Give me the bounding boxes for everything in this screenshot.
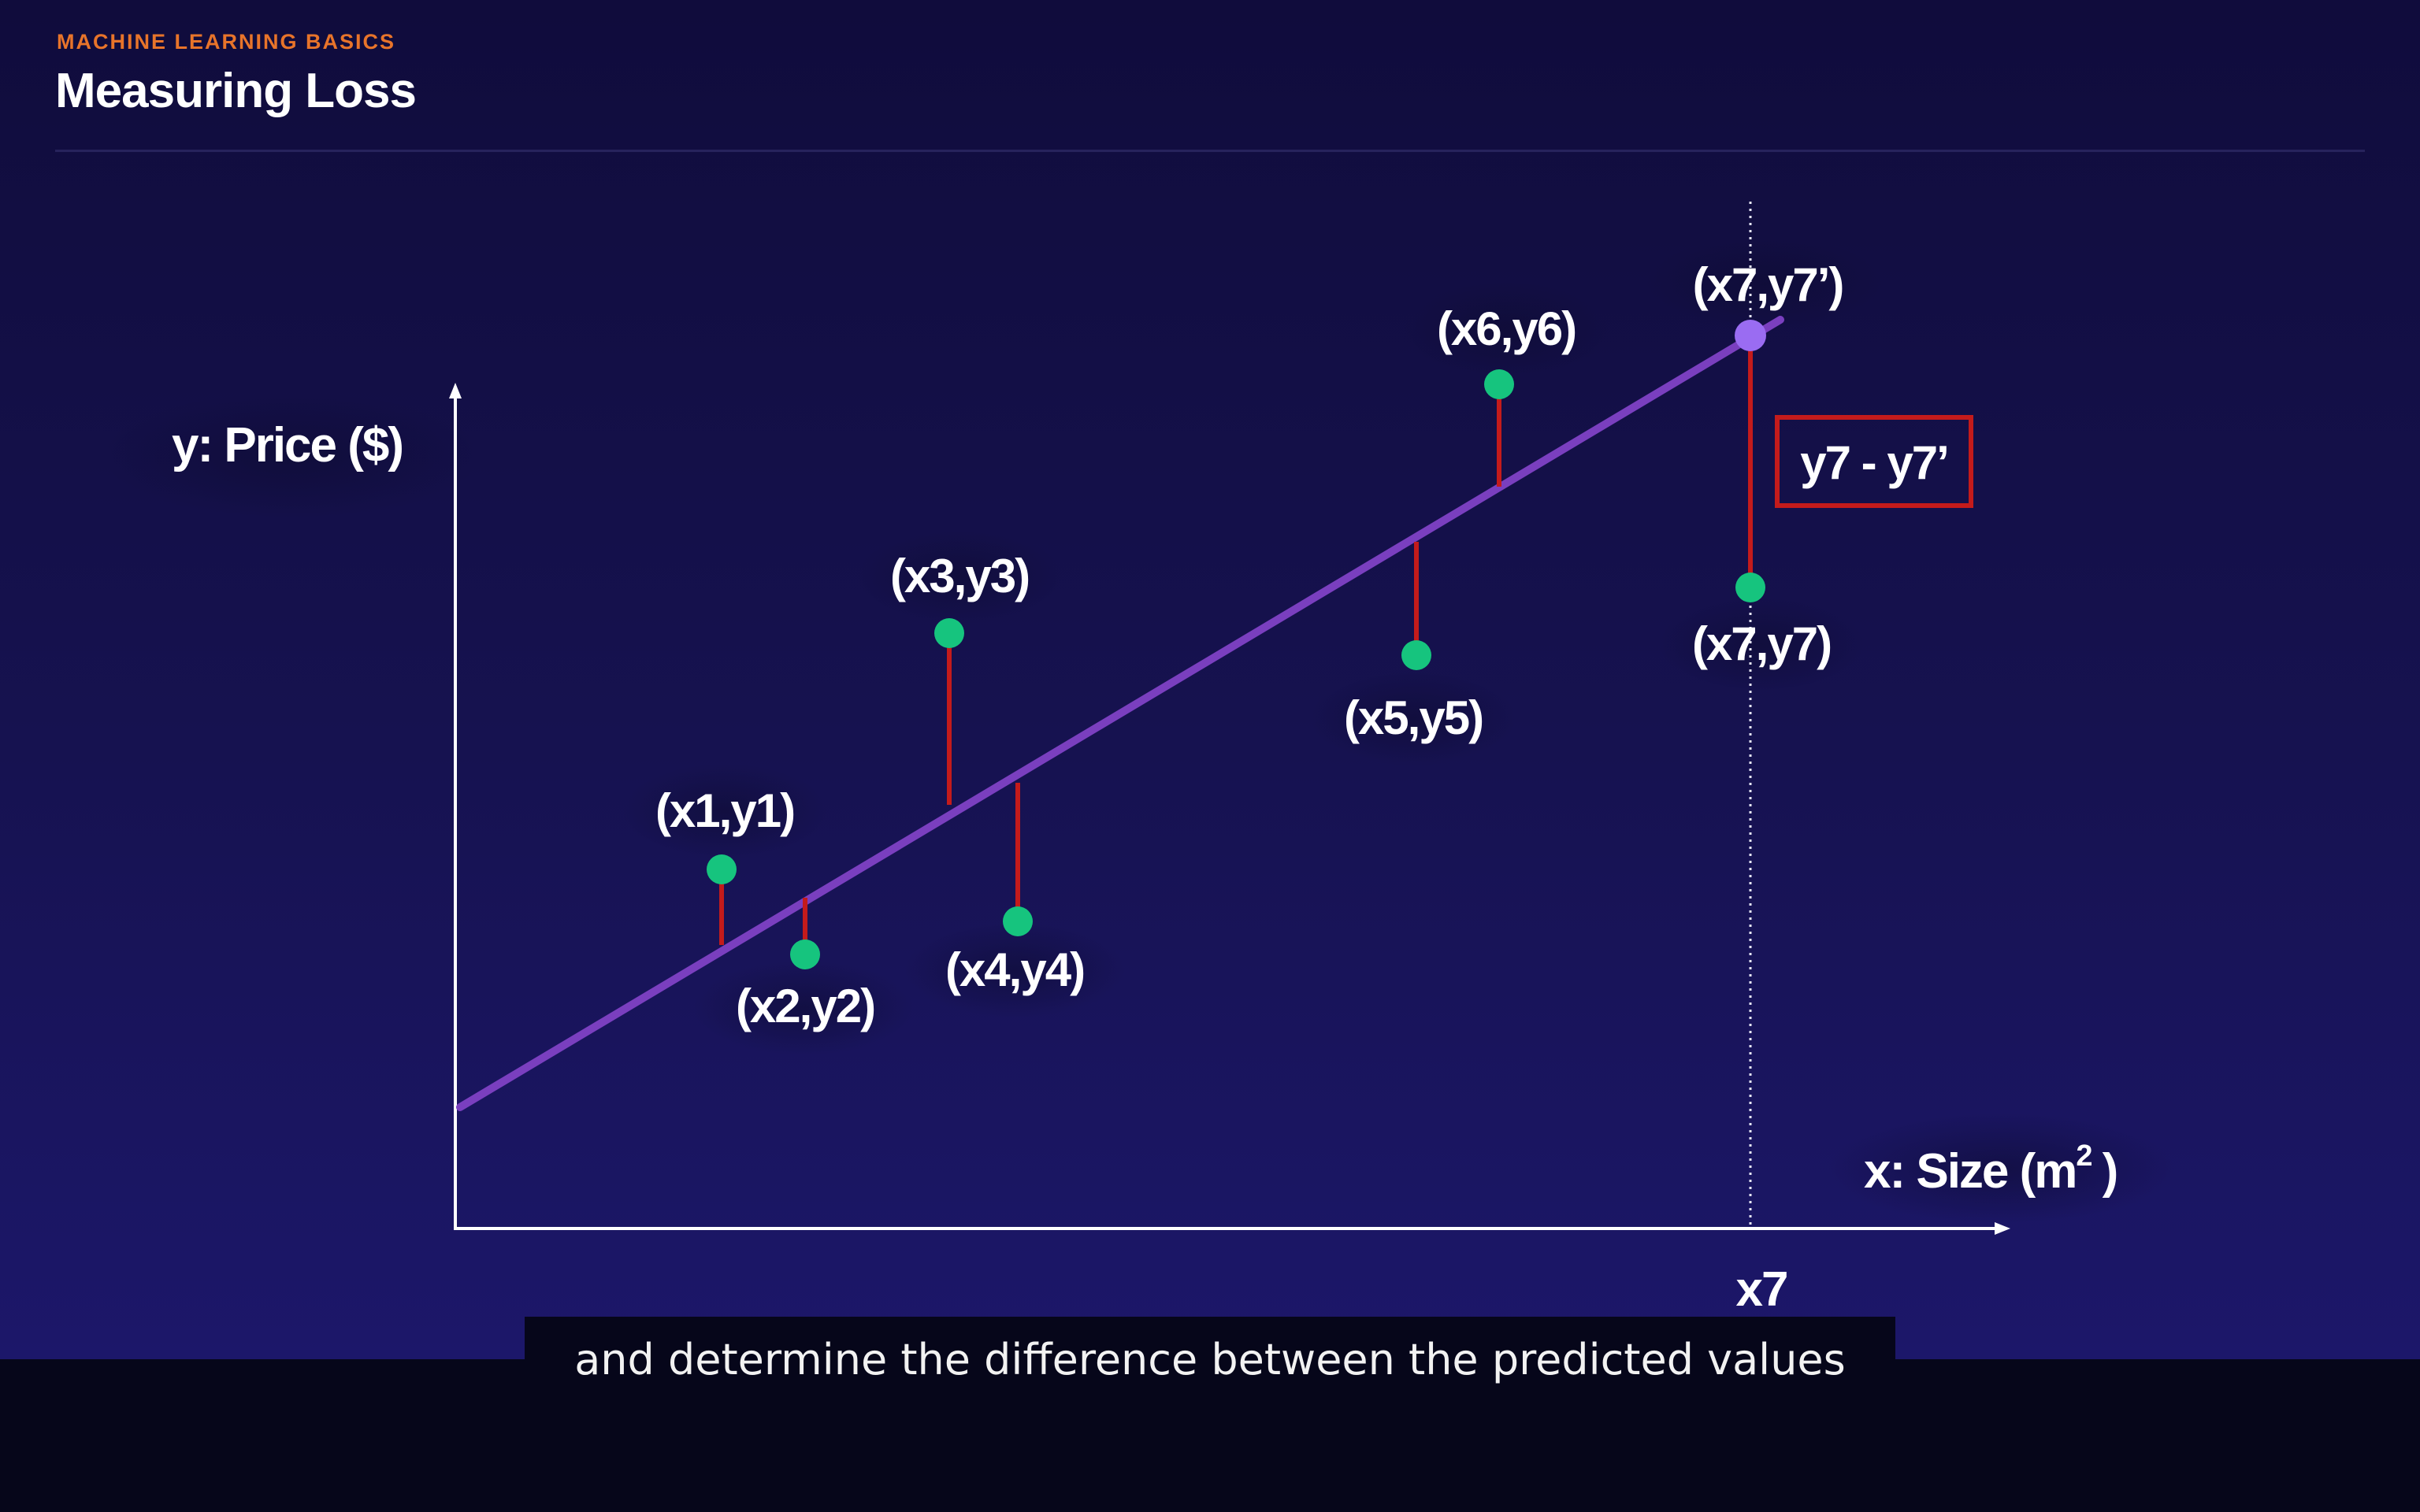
label-p5: (x5,y5): [1344, 691, 1483, 744]
data-point-6: [1484, 369, 1514, 399]
y-axis-label: y: Price ($): [172, 418, 403, 472]
label-p6: (x6,y6): [1437, 302, 1576, 355]
residuals: [719, 335, 1753, 954]
data-points: [707, 369, 1765, 969]
residual-callout: y7 - y7’: [1775, 415, 1973, 508]
predicted-point-7: [1735, 320, 1766, 351]
data-point-1: [707, 854, 737, 884]
point-labels: (x1,y1) (x2,y2) (x3,y3) (x4,y4) (x5,y5) …: [655, 258, 1844, 1032]
label-p3: (x3,y3): [890, 550, 1029, 602]
x-axis-label-main: x: Size (m: [1864, 1144, 2076, 1199]
x-axis-label-end: ): [2103, 1144, 2118, 1199]
label-halos: [102, 236, 2174, 1224]
data-point-5: [1401, 640, 1431, 670]
y-axis-arrow: [449, 383, 462, 398]
label-p7-pred: (x7,y7’): [1693, 258, 1843, 311]
slide-title: Measuring Loss: [55, 64, 417, 118]
residual-callout-label: y7 - y7’: [1800, 436, 1947, 489]
data-point-3: [934, 618, 964, 648]
label-p7: (x7,y7): [1692, 617, 1831, 670]
slide-eyebrow: MACHINE LEARNING BASICS: [57, 30, 396, 54]
subtitle-caption: and determine the difference between the…: [525, 1317, 1895, 1403]
x-axis-label: x: Size (m2): [1864, 1140, 2117, 1199]
axes: [449, 383, 2010, 1235]
data-point-2: [790, 939, 820, 969]
slide: MACHINE LEARNING BASICS Measuring Loss: [0, 0, 2420, 1359]
data-point-7: [1735, 573, 1765, 602]
label-p1: (x1,y1): [655, 784, 794, 837]
x7-tick-label: x7: [1736, 1262, 1787, 1317]
title-divider: [55, 150, 2365, 152]
data-point-4: [1003, 906, 1033, 936]
x-axis-label-sup: 2: [2076, 1140, 2092, 1173]
label-p2: (x2,y2): [736, 980, 874, 1032]
regression-line: [456, 316, 1784, 1111]
x-axis-arrow: [1995, 1222, 2010, 1235]
loss-diagram: (x1,y1) (x2,y2) (x3,y3) (x4,y4) (x5,y5) …: [102, 202, 2174, 1317]
residual-callout-box: [1775, 415, 1973, 508]
label-p4: (x4,y4): [945, 943, 1084, 996]
